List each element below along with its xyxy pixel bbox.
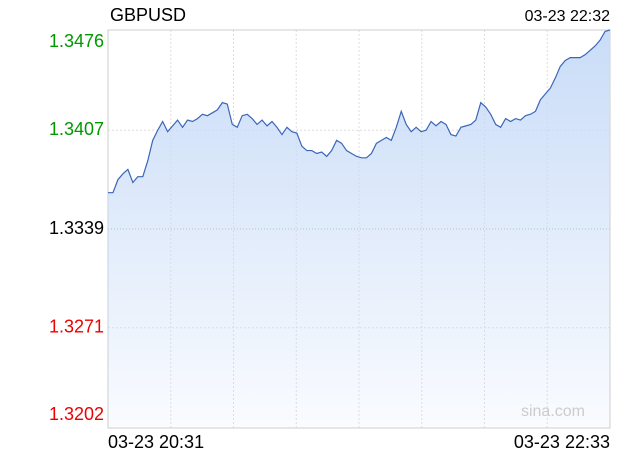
watermark: sina.com (521, 403, 585, 420)
price-line (108, 29, 611, 194)
y-tick-label: 1.3339 (49, 218, 104, 238)
x-tick-label: 03-23 20:31 (108, 432, 204, 452)
y-tick-label: 1.3271 (49, 317, 104, 337)
chart-title: GBPUSD (110, 5, 186, 25)
x-tick-label: 03-23 22:33 (514, 432, 610, 452)
y-tick-label: 1.3476 (49, 31, 104, 51)
area (108, 30, 610, 428)
timestamp: 03-23 22:32 (525, 8, 611, 25)
y-tick-label: 1.3407 (49, 119, 104, 139)
y-tick-label: 1.3202 (49, 404, 104, 424)
